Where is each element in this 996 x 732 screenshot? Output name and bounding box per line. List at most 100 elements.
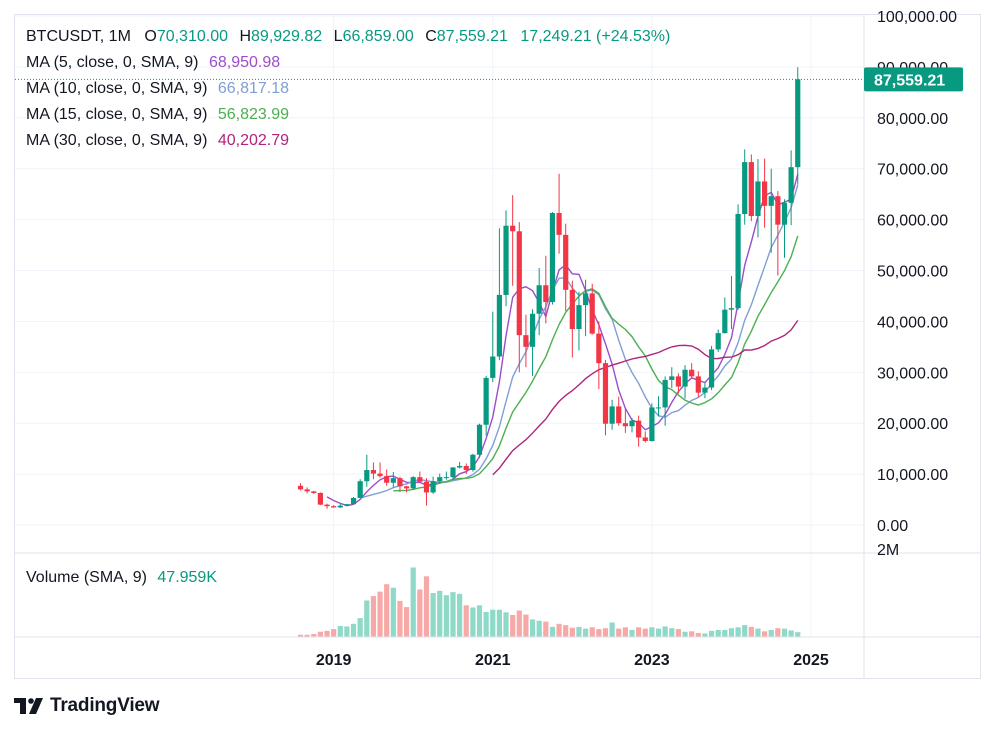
candle-body[interactable]	[655, 407, 662, 409]
candle-body[interactable]	[722, 309, 728, 334]
open-label: O	[144, 28, 157, 45]
candle-body[interactable]	[728, 308, 735, 310]
volume-bar	[397, 600, 403, 637]
candle-body[interactable]	[748, 162, 754, 217]
candle-body[interactable]	[304, 489, 310, 492]
candle-body[interactable]	[364, 470, 370, 482]
candle-body[interactable]	[708, 349, 715, 388]
candle-body[interactable]	[762, 181, 768, 206]
candle-body[interactable]	[781, 202, 788, 225]
candle-body[interactable]	[576, 305, 582, 330]
candle-body[interactable]	[437, 477, 443, 482]
candle-body[interactable]	[476, 424, 483, 455]
candle-body[interactable]	[596, 333, 602, 364]
candle-body[interactable]	[417, 477, 423, 482]
candle-body[interactable]	[297, 485, 304, 490]
candle-body[interactable]	[490, 356, 496, 378]
candle-body[interactable]	[682, 369, 688, 387]
ma10-legend[interactable]: MA (10, close, 0, SMA, 9) 66,817.18	[26, 80, 289, 98]
candle-body[interactable]	[423, 481, 430, 493]
candle-body[interactable]	[662, 379, 668, 408]
candle-body[interactable]	[337, 505, 343, 508]
candle-body[interactable]	[317, 492, 323, 505]
candle-body[interactable]	[702, 387, 708, 393]
candle-body[interactable]	[350, 498, 357, 505]
candle-body[interactable]	[483, 377, 489, 425]
candle-body[interactable]	[675, 376, 682, 387]
ma-line-5[interactable]	[326, 173, 799, 507]
candle-body[interactable]	[443, 477, 449, 479]
volume-bar	[549, 626, 556, 637]
candle-body[interactable]	[775, 196, 781, 225]
volume-bar	[775, 628, 781, 637]
candle-body[interactable]	[768, 196, 774, 206]
candle-body[interactable]	[543, 285, 549, 303]
candle-body[interactable]	[370, 470, 377, 474]
candle-body[interactable]	[536, 285, 542, 314]
tradingview-logo[interactable]: TradingView	[14, 694, 160, 718]
candle-body[interactable]	[344, 504, 350, 506]
candle-body[interactable]	[649, 407, 655, 442]
volume-bar	[556, 623, 562, 637]
candle-body[interactable]	[384, 476, 390, 483]
candle-body[interactable]	[563, 234, 569, 290]
candle-body[interactable]	[470, 454, 476, 471]
candle-body[interactable]	[642, 437, 648, 442]
candle-body[interactable]	[735, 214, 741, 309]
candle-body[interactable]	[669, 376, 675, 380]
candle-body[interactable]	[324, 504, 330, 507]
candle-body[interactable]	[602, 363, 609, 424]
candle-body[interactable]	[357, 481, 363, 499]
candle-body[interactable]	[788, 167, 794, 203]
candle-body[interactable]	[410, 477, 416, 489]
candle-body[interactable]	[609, 406, 615, 424]
candle-body[interactable]	[377, 473, 383, 477]
candle-body[interactable]	[715, 333, 721, 350]
candle-body[interactable]	[516, 231, 522, 336]
volume-bar	[563, 625, 569, 637]
candle-body[interactable]	[397, 478, 403, 487]
candle-body[interactable]	[390, 478, 396, 483]
candle-body[interactable]	[695, 376, 701, 393]
candle-body[interactable]	[689, 369, 695, 377]
candle-body[interactable]	[331, 506, 337, 508]
candle-body[interactable]	[529, 313, 536, 347]
candle-body[interactable]	[582, 293, 589, 306]
candle-body[interactable]	[457, 465, 463, 468]
candle-body[interactable]	[523, 335, 529, 347]
candle-body[interactable]	[569, 289, 575, 330]
volume-bar	[582, 628, 589, 637]
candle-body[interactable]	[503, 225, 509, 295]
last-price-badge[interactable]	[864, 67, 963, 92]
candle-body[interactable]	[616, 406, 622, 424]
candle-body[interactable]	[496, 294, 502, 357]
candle-body[interactable]	[510, 225, 516, 232]
volume-legend[interactable]: Volume (SMA, 9) 47.959K	[26, 569, 217, 587]
volume-bar	[490, 609, 496, 637]
ma15-value: 56,823.99	[217, 106, 290, 123]
candle-body[interactable]	[742, 162, 748, 215]
volume-bar	[450, 592, 456, 637]
candle-body[interactable]	[450, 467, 456, 478]
candle-body[interactable]	[622, 423, 628, 427]
candle-body[interactable]	[636, 420, 642, 438]
ma15-legend[interactable]: MA (15, close, 0, SMA, 9) 56,823.99	[26, 106, 289, 124]
candle-body[interactable]	[589, 293, 595, 334]
candle-body[interactable]	[463, 465, 469, 471]
ma-line-15[interactable]	[393, 235, 799, 492]
volume-bar	[748, 626, 754, 637]
candle-body[interactable]	[556, 212, 562, 235]
candle-body[interactable]	[549, 212, 556, 303]
candle-body[interactable]	[629, 420, 635, 427]
candle-body[interactable]	[403, 486, 410, 489]
ma5-legend[interactable]: MA (5, close, 0, SMA, 9) 68,950.98	[26, 54, 280, 72]
ma30-legend[interactable]: MA (30, close, 0, SMA, 9) 40,202.79	[26, 132, 289, 150]
candle-body[interactable]	[430, 481, 436, 493]
symbol-label[interactable]: BTCUSDT, 1M	[26, 28, 131, 45]
candle-body[interactable]	[795, 79, 801, 168]
candle-body[interactable]	[311, 491, 317, 493]
ma-line-30[interactable]	[492, 319, 799, 476]
volume-bar	[317, 631, 323, 637]
candle-body[interactable]	[755, 181, 761, 217]
